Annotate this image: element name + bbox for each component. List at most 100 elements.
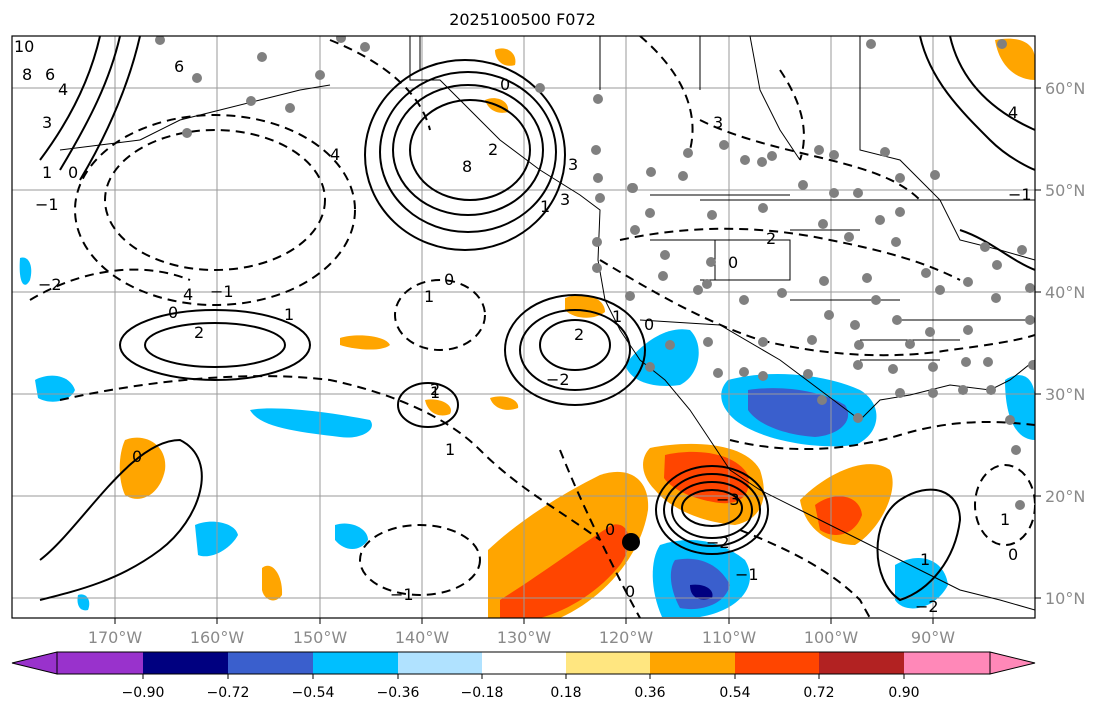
contour-label: 1 (42, 163, 52, 182)
contour-label: 4 (58, 80, 68, 99)
anomaly-negative-region (625, 329, 699, 386)
lon-tick-label: 130°W (497, 628, 552, 647)
contour-label: 0 (500, 75, 510, 94)
contour-label: 1 (612, 307, 622, 326)
contour-label: 0 (132, 447, 142, 466)
lat-tick-label: 20°N (1045, 487, 1085, 506)
contour-label: 1 (445, 440, 455, 459)
anomaly-positive-region (815, 496, 862, 535)
contour-label: 1 (920, 550, 930, 569)
contour-label: 3 (560, 190, 570, 209)
station-markers (155, 36, 1035, 510)
lat-tick-label: 10°N (1045, 589, 1085, 608)
colorbar-segment (904, 652, 990, 674)
colorbar-tick-label: −0.90 (122, 685, 165, 701)
lon-tick-label: 160°W (190, 628, 245, 647)
anomaly-negative-region (19, 257, 32, 285)
contour-label: 1 (424, 287, 434, 306)
colorbar-segment (57, 652, 143, 674)
longitude-axis: 170°W 160°W 150°W 140°W 130°W 120°W 110°… (88, 628, 955, 647)
anomaly-negative-region (335, 523, 368, 549)
contour-label: −2 (546, 370, 570, 389)
contour-label: 2 (574, 325, 584, 344)
contour-label: 1 (1000, 510, 1010, 529)
contour-label: 2 (488, 140, 498, 159)
colorbar-extend-high (989, 651, 1036, 675)
axis-ticks (114, 87, 1041, 624)
contour-label: 6 (174, 57, 184, 76)
contour-label: 0 (605, 520, 615, 539)
colorbar-segment (650, 652, 735, 674)
contour-label: 6 (45, 65, 55, 84)
colorbar-extend-low (11, 651, 58, 675)
anomaly-positive-region (495, 48, 516, 66)
anomaly-positive-region (995, 38, 1035, 80)
contour-label: −1 (210, 282, 234, 301)
colorbar-segment (482, 652, 566, 674)
contour-label: 0 (444, 270, 454, 289)
anomaly-positive-region (500, 524, 629, 618)
contour-label: −1 (35, 195, 59, 214)
contour-label: 0 (644, 315, 654, 334)
lon-tick-label: 90°W (911, 628, 955, 647)
contour-label: 3 (713, 113, 723, 132)
anomaly-positive-region (262, 565, 283, 601)
colorbar: −0.90 −0.72 −0.54 −0.36 −0.18 0.18 0.36 … (11, 651, 1036, 701)
lon-tick-label: 120°W (599, 628, 654, 647)
contour-label-group: 10 8 6 4 3 1 0 −1 6 4 8 2 1 0 3 4 3 2 −2… (14, 37, 1032, 616)
contours-dashed (29, 36, 1035, 618)
anomaly-negative-region (250, 408, 372, 438)
anomaly-positive-region (119, 437, 166, 499)
contour-label: −3 (716, 490, 740, 509)
lon-tick-label: 100°W (804, 628, 859, 647)
anomaly-positive-region (488, 471, 649, 618)
colorbar-tick-label: −0.36 (377, 685, 420, 701)
contour-label: 8 (462, 157, 472, 176)
contour-label: 2 (430, 380, 440, 399)
colorbar-segment (228, 652, 313, 674)
anomaly-positive-region (425, 399, 451, 416)
lon-tick-label: 150°W (293, 628, 348, 647)
map-title: 2025100500 F072 (449, 10, 596, 29)
shaded-field (19, 38, 1035, 618)
contour-label: 2 (766, 229, 776, 248)
colorbar-segment (398, 652, 482, 674)
colorbar-segment (313, 652, 398, 674)
colorbar-tick-label: 0.72 (803, 685, 834, 701)
lon-tick-label: 110°W (702, 628, 757, 647)
contour-label: 2 (194, 323, 204, 342)
contour-label: 8 (22, 65, 32, 84)
anomaly-negative-region (670, 558, 730, 610)
contour-label: 1 (430, 383, 440, 402)
lat-tick-label: 30°N (1045, 385, 1085, 404)
contour-label: 3 (568, 155, 578, 174)
contour-label: 1 (284, 305, 294, 324)
colorbar-tick-label: −0.72 (207, 685, 250, 701)
lat-tick-label: 40°N (1045, 283, 1085, 302)
colorbar-segment (819, 652, 904, 674)
anomaly-positive-region (490, 396, 519, 410)
contour-label: −1 (735, 565, 759, 584)
colorbar-tick-label: −0.54 (292, 685, 335, 701)
lat-tick-label: 60°N (1045, 79, 1085, 98)
contour-label: 4 (183, 285, 193, 304)
contour-label: −1 (390, 585, 414, 604)
contour-label: 4 (330, 145, 340, 164)
colorbar-segment (566, 652, 650, 674)
contour-label: 4 (1008, 103, 1018, 122)
contour-label: 0 (625, 582, 635, 601)
contour-label: 0 (728, 253, 738, 272)
anomaly-negative-region (35, 375, 75, 402)
colorbar-tick-label: −0.18 (461, 685, 504, 701)
lat-tick-label: 50°N (1045, 181, 1085, 200)
storm-center-marker (622, 533, 640, 551)
contour-label: 1 (540, 197, 550, 216)
lon-tick-label: 170°W (88, 628, 143, 647)
lon-tick-label: 140°W (395, 628, 450, 647)
contour-label: 3 (42, 113, 52, 132)
coastlines (59, 36, 1035, 611)
colorbar-tick-label: 0.18 (550, 685, 581, 701)
contour-label: 10 (14, 37, 34, 56)
contour-label: −2 (706, 533, 730, 552)
